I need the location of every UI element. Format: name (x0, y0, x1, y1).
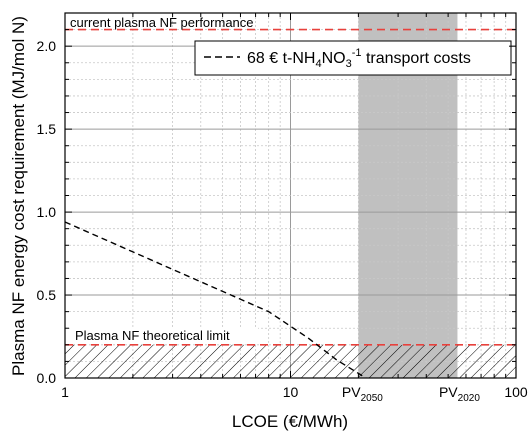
pv-2020-label: PV2020 (439, 384, 480, 404)
pv-2020-label-main: PV (439, 384, 458, 400)
axis-ticks (64, 12, 517, 379)
pv-2050-label-sub: 2050 (361, 393, 384, 404)
y-tick-label: 1.5 (37, 121, 57, 137)
legend-label-tail: transport costs (362, 50, 471, 67)
legend-label-sub2: 3 (346, 58, 352, 70)
annotation-theoretical-limit-bg (70, 327, 258, 344)
axis-tick-labels: 1 10 100 0.0 0.5 1.0 1.5 2.0 (37, 38, 528, 400)
annotation-theoretical-limit: Plasma NF theoretical limit (75, 328, 230, 343)
x-axis-title: LCOE (€/MWh) (232, 412, 348, 431)
y-tick-label: 0.0 (37, 370, 57, 386)
y-tick-label: 2.0 (37, 38, 57, 54)
x-tick-label: 100 (504, 384, 528, 400)
pv-2050-label-main: PV (342, 384, 361, 400)
legend-label-main: 68 € t-NH (247, 50, 315, 67)
series-line-transport-costs (65, 221, 367, 378)
y-tick-label: 0.5 (37, 287, 57, 303)
legend: 68 € t-NH4NO3-1 transport costs (194, 40, 512, 76)
x-tick-label: 10 (283, 384, 299, 400)
legend-box (194, 40, 512, 76)
pv-2020-label-sub: 2020 (458, 393, 481, 404)
annotation-current-performance: current plasma NF performance (70, 15, 254, 30)
x-tick-label: 1 (61, 384, 69, 400)
pv-2050-label: PV2050 (342, 384, 383, 404)
legend-label-sup: -1 (352, 47, 362, 59)
y-axis-title: Plasma NF energy cost requirement (MJ/mo… (9, 16, 28, 376)
legend-label-transport-costs: 68 € t-NH4NO3-1 transport costs (247, 47, 471, 70)
legend-label-sub1: 4 (315, 58, 321, 70)
legend-label-mid: NO (322, 50, 346, 67)
y-tick-label: 1.0 (37, 204, 57, 220)
